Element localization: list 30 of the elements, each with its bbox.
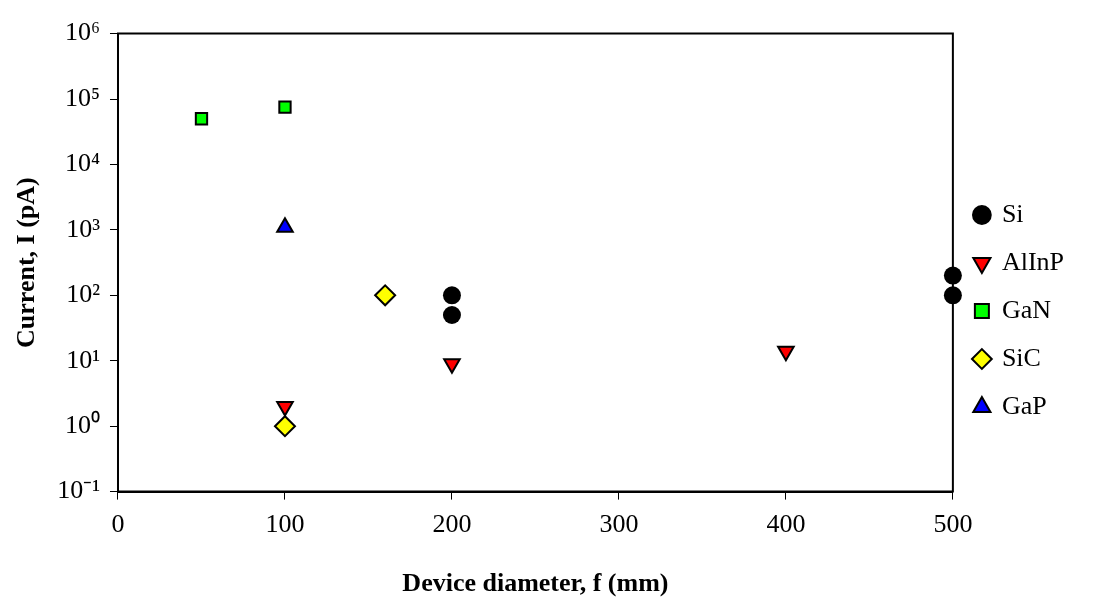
y-tick-label: 10³: [66, 213, 101, 243]
y-tick-label: 10²: [66, 279, 101, 309]
y-tick-label: 10⁰: [64, 410, 100, 439]
legend-label: AlInP: [1001, 246, 1065, 276]
point: [194, 112, 209, 126]
x-tick-label: 0: [111, 509, 125, 539]
y-axis-title: Current, I (pA): [11, 177, 41, 348]
point: [278, 100, 292, 114]
point: [442, 286, 461, 305]
y-tick-label: 10⁻¹: [57, 475, 100, 505]
y-tick-label: 10⁶: [64, 17, 100, 47]
x-axis-title: Device diameter, f (mm): [402, 568, 669, 598]
y-tick-label: 10¹: [66, 344, 100, 374]
point: [273, 415, 296, 438]
x-tick-label: 400: [766, 509, 806, 539]
legend-label: GaN: [1001, 294, 1052, 324]
x-tick-label: 200: [432, 509, 472, 539]
point: [777, 345, 795, 362]
y-tick-label: 10⁴: [64, 148, 100, 178]
x-tick-label: 100: [265, 509, 305, 539]
x-tick-label: 300: [599, 509, 639, 539]
legend-label: Si: [1001, 198, 1024, 228]
x-tick-label: 500: [933, 509, 973, 539]
point: [276, 400, 294, 417]
point: [374, 284, 397, 307]
legend-label: GaP: [1001, 390, 1047, 420]
y-tick-label: 10⁵: [64, 82, 100, 112]
point: [443, 358, 461, 374]
point: [442, 306, 461, 325]
legend-label: SiC: [1001, 342, 1041, 372]
